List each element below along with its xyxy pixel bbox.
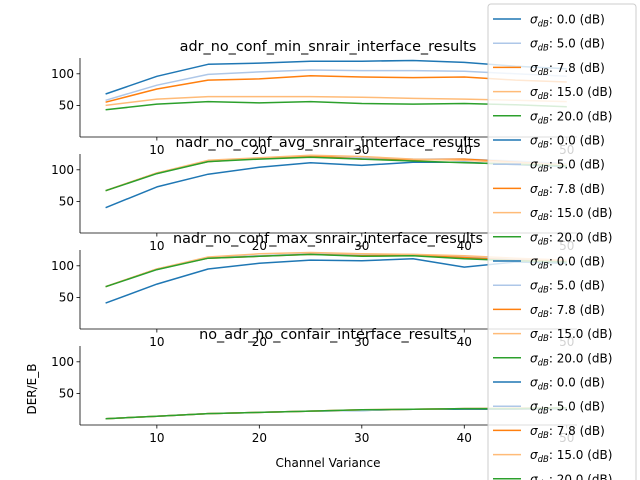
x-tick-label: 20 xyxy=(252,143,267,157)
legend-label: σdB: 5.0 (dB) xyxy=(530,279,605,296)
legend-entry: σdB: 7.8 (dB) xyxy=(493,182,605,199)
x-tick-label: 10 xyxy=(149,239,164,253)
x-tick-label: 30 xyxy=(354,431,369,445)
legend-label: σdB: 7.8 (dB) xyxy=(530,61,605,78)
x-tick-label: 20 xyxy=(252,431,267,445)
x-tick-label: 40 xyxy=(457,239,472,253)
legend-label: σdB: 20.0 (dB) xyxy=(530,230,612,247)
legend-entry: σdB: 5.0 (dB) xyxy=(493,400,605,417)
x-tick-label: 10 xyxy=(149,431,164,445)
legend-entry: σdB: 20.0 (dB) xyxy=(493,230,612,247)
legend-label: σdB: 0.0 (dB) xyxy=(530,255,605,272)
legend-entry: σdB: 15.0 (dB) xyxy=(493,206,612,223)
x-tick-label: 40 xyxy=(457,335,472,349)
y-tick-label: 50 xyxy=(59,386,74,400)
x-tick-label: 20 xyxy=(252,335,267,349)
legend-entry: σdB: 5.0 (dB) xyxy=(493,158,605,175)
y-axis-label: DER/E_B xyxy=(25,363,39,414)
legend-label: σdB: 15.0 (dB) xyxy=(530,206,612,223)
legend-entry: σdB: 0.0 (dB) xyxy=(493,255,605,272)
legend-label: σdB: 5.0 (dB) xyxy=(530,400,605,417)
panel-title: nadr_no_conf_avg_snrair_interface_result… xyxy=(175,135,480,151)
legend-entry: σdB: 15.0 (dB) xyxy=(493,448,612,465)
panel-title: no_adr_no_confair_interface_results xyxy=(199,327,457,343)
y-tick-label: 100 xyxy=(51,355,74,369)
y-tick-label: 100 xyxy=(51,67,74,81)
x-tick-label: 20 xyxy=(252,239,267,253)
y-tick-label: 100 xyxy=(51,163,74,177)
legend-label: σdB: 5.0 (dB) xyxy=(530,158,605,175)
x-tick-label: 30 xyxy=(354,143,369,157)
legend-frame xyxy=(487,3,637,480)
legend-label: σdB: 0.0 (dB) xyxy=(530,13,605,30)
x-tick-label: 10 xyxy=(149,335,164,349)
legend-entry: σdB: 7.8 (dB) xyxy=(493,61,605,78)
legend-entry: σdB: 7.8 (dB) xyxy=(493,424,605,441)
legend-label: σdB: 0.0 (dB) xyxy=(530,134,605,151)
legend-entry: σdB: 15.0 (dB) xyxy=(493,327,612,344)
legend-label: σdB: 7.8 (dB) xyxy=(530,303,605,320)
legend-entry: σdB: 5.0 (dB) xyxy=(493,279,605,296)
legend-label: σdB: 7.8 (dB) xyxy=(530,424,605,441)
legend-entry: σdB: 0.0 (dB) xyxy=(493,13,605,30)
legend-label: σdB: 15.0 (dB) xyxy=(530,85,612,102)
y-tick-label: 50 xyxy=(59,98,74,112)
legend-entry: σdB: 0.0 (dB) xyxy=(493,376,605,393)
legend-entry: σdB: 7.8 (dB) xyxy=(493,303,605,320)
x-tick-label: 40 xyxy=(457,143,472,157)
legend-label: σdB: 20.0 (dB) xyxy=(530,351,612,368)
legend-entry: σdB: 20.0 (dB) xyxy=(493,109,612,126)
x-tick-label: 40 xyxy=(457,431,472,445)
legend-label: σdB: 0.0 (dB) xyxy=(530,376,605,393)
legend-entry: σdB: 5.0 (dB) xyxy=(493,37,605,54)
legend-entry: σdB: 0.0 (dB) xyxy=(493,134,605,151)
chart-legend: σdB: 0.0 (dB) σdB: 5.0 (dB) σdB: 7.8 (dB) σ… xyxy=(487,3,637,480)
legend-label: σdB: 20.0 (dB) xyxy=(530,109,612,126)
legend-label: σdB: 5.0 (dB) xyxy=(530,37,605,54)
legend-label: σdB: 7.8 (dB) xyxy=(530,182,605,199)
legend-entry: σdB: 15.0 (dB) xyxy=(493,85,612,102)
panel-title: adr_no_conf_min_snrair_interface_results xyxy=(180,39,477,55)
x-tick-label: 10 xyxy=(149,143,164,157)
x-tick-label: 30 xyxy=(354,335,369,349)
y-tick-label: 100 xyxy=(51,259,74,273)
x-tick-label: 30 xyxy=(354,239,369,253)
legend-label: σdB: 15.0 (dB) xyxy=(530,327,612,344)
legend-label: σdB: 15.0 (dB) xyxy=(530,448,612,465)
y-tick-label: 50 xyxy=(59,290,74,304)
y-tick-label: 50 xyxy=(59,194,74,208)
x-axis-label: Channel Variance xyxy=(276,456,381,470)
legend-entry: σdB: 20.0 (dB) xyxy=(493,351,612,368)
panel-title: nadr_no_conf_max_snrair_interface_result… xyxy=(173,231,483,247)
